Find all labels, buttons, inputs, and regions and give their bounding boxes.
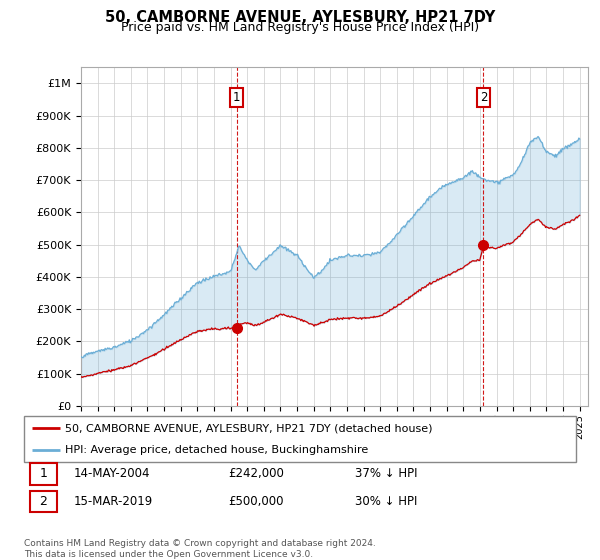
Text: 50, CAMBORNE AVENUE, AYLESBURY, HP21 7DY: 50, CAMBORNE AVENUE, AYLESBURY, HP21 7DY bbox=[105, 10, 495, 25]
FancyBboxPatch shape bbox=[29, 463, 57, 485]
Text: 1: 1 bbox=[40, 468, 47, 480]
Text: Price paid vs. HM Land Registry's House Price Index (HPI): Price paid vs. HM Land Registry's House … bbox=[121, 21, 479, 34]
Text: £500,000: £500,000 bbox=[228, 495, 284, 508]
Text: 2: 2 bbox=[40, 495, 47, 508]
Text: 15-MAR-2019: 15-MAR-2019 bbox=[74, 495, 153, 508]
Text: 2: 2 bbox=[479, 91, 487, 104]
FancyBboxPatch shape bbox=[24, 416, 576, 462]
Text: 30% ↓ HPI: 30% ↓ HPI bbox=[355, 495, 418, 508]
Text: Contains HM Land Registry data © Crown copyright and database right 2024.
This d: Contains HM Land Registry data © Crown c… bbox=[24, 539, 376, 559]
FancyBboxPatch shape bbox=[29, 491, 57, 512]
Text: £242,000: £242,000 bbox=[228, 468, 284, 480]
Text: 14-MAY-2004: 14-MAY-2004 bbox=[74, 468, 150, 480]
Text: 37% ↓ HPI: 37% ↓ HPI bbox=[355, 468, 418, 480]
Text: 50, CAMBORNE AVENUE, AYLESBURY, HP21 7DY (detached house): 50, CAMBORNE AVENUE, AYLESBURY, HP21 7DY… bbox=[65, 423, 433, 433]
Text: 1: 1 bbox=[233, 91, 241, 104]
Text: HPI: Average price, detached house, Buckinghamshire: HPI: Average price, detached house, Buck… bbox=[65, 445, 368, 455]
